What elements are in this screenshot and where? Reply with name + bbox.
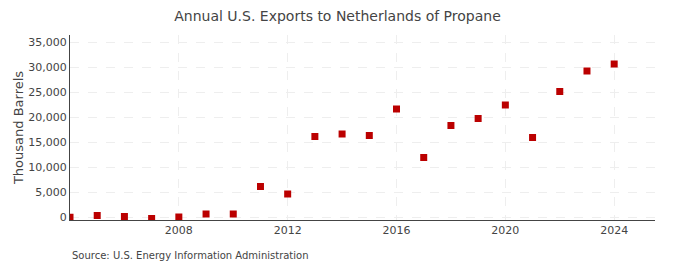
svg-text:30,000: 30,000 bbox=[28, 61, 67, 74]
svg-text:35,000: 35,000 bbox=[28, 36, 67, 49]
svg-text:Source: U.S. Energy Informatio: Source: U.S. Energy Information Administ… bbox=[72, 250, 309, 261]
svg-text:2024: 2024 bbox=[600, 224, 628, 237]
svg-text:15,000: 15,000 bbox=[28, 136, 67, 149]
svg-text:2012: 2012 bbox=[274, 224, 302, 237]
svg-text:0: 0 bbox=[60, 211, 67, 224]
svg-text:2016: 2016 bbox=[383, 224, 411, 237]
svg-text:5,000: 5,000 bbox=[35, 186, 67, 199]
svg-text:Annual U.S. Exports to Netherl: Annual U.S. Exports to Netherlands of Pr… bbox=[174, 8, 501, 24]
svg-text:20,000: 20,000 bbox=[28, 111, 67, 124]
svg-text:10,000: 10,000 bbox=[28, 161, 67, 174]
svg-text:Thousand Barrels: Thousand Barrels bbox=[11, 71, 26, 185]
svg-text:2020: 2020 bbox=[491, 224, 519, 237]
svg-text:2008: 2008 bbox=[165, 224, 193, 237]
svg-text:25,000: 25,000 bbox=[28, 86, 67, 99]
